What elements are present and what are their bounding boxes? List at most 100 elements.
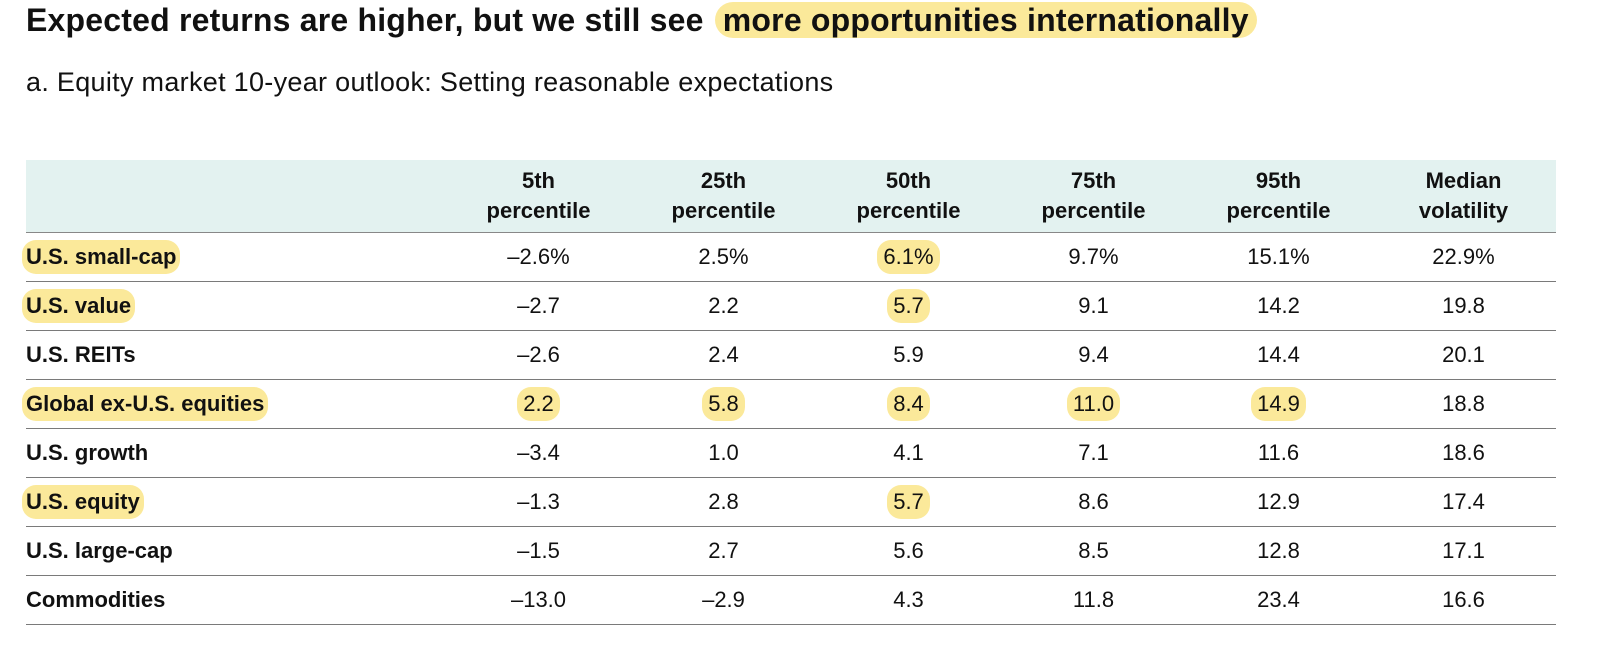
- cell-value: –13.0: [510, 587, 567, 612]
- cell-value: –1.5: [517, 538, 560, 563]
- cell-value: 9.1: [1078, 293, 1109, 318]
- cell-value: 11.0: [1066, 387, 1121, 421]
- table-row: U.S. growth –3.4 1.0 4.1 7.1 11.6 18.6: [26, 428, 1556, 478]
- cell-value: 11.8: [1072, 587, 1115, 612]
- headline-highlight: more opportunities internationally: [714, 2, 1257, 38]
- cell-value: 9.4: [1078, 342, 1109, 367]
- row-label: U.S. equity: [22, 485, 144, 519]
- column-header: Median volatility: [1371, 160, 1556, 233]
- value-cell: 4.3: [816, 575, 1001, 625]
- row-label-cell: U.S. small-cap: [22, 232, 446, 282]
- column-header-line2: percentile: [1041, 198, 1146, 223]
- cell-value: –2.9: [702, 587, 745, 612]
- cell-value: 5.8: [702, 387, 745, 421]
- value-cell: 8.6: [1001, 477, 1186, 527]
- column-header-line2: volatility: [1418, 198, 1509, 223]
- value-cell: 4.1: [816, 428, 1001, 478]
- column-header-line1: Median: [1425, 168, 1502, 193]
- cell-value: 16.6: [1442, 587, 1485, 612]
- value-cell: 5.9: [816, 330, 1001, 380]
- column-header-line1: 50th: [885, 168, 932, 193]
- cell-value: 2.2: [708, 293, 739, 318]
- value-cell: 2.5%: [631, 232, 816, 282]
- cell-value: 2.4: [708, 342, 739, 367]
- value-cell: –2.7: [446, 281, 631, 331]
- value-cell: 2.8: [631, 477, 816, 527]
- cell-value: 9.7%: [1068, 244, 1119, 269]
- value-cell: –1.5: [446, 526, 631, 576]
- value-cell: –2.9: [631, 575, 816, 625]
- row-label: Global ex-U.S. equities: [22, 387, 269, 421]
- cell-value: –2.6: [517, 342, 560, 367]
- cell-value: 5.6: [893, 538, 924, 563]
- row-label: U.S. large-cap: [26, 538, 173, 563]
- column-header-line1: 75th: [1070, 168, 1117, 193]
- headline-prefix: Expected returns are higher, but we stil…: [26, 2, 713, 38]
- value-cell: 11.0: [1001, 379, 1186, 429]
- row-label: U.S. REITs: [26, 342, 136, 367]
- cell-value: 12.8: [1257, 538, 1300, 563]
- value-cell: 12.8: [1186, 526, 1371, 576]
- table-row: U.S. REITs –2.6 2.4 5.9 9.4 14.4 20.1: [26, 330, 1556, 380]
- row-label-cell: U.S. growth: [26, 428, 446, 478]
- table-subtitle: a. Equity market 10-year outlook: Settin…: [26, 67, 834, 97]
- cell-value: 17.4: [1442, 489, 1485, 514]
- table-row: U.S. large-cap –1.5 2.7 5.6 8.5 12.8 17.1: [26, 526, 1556, 576]
- cell-value: 8.4: [887, 387, 930, 421]
- value-cell: 15.1%: [1186, 232, 1371, 282]
- cell-value: 1.0: [708, 440, 739, 465]
- cell-value: 2.7: [708, 538, 739, 563]
- cell-value: 8.5: [1078, 538, 1109, 563]
- value-cell: 5.6: [816, 526, 1001, 576]
- cell-value: 23.4: [1257, 587, 1300, 612]
- value-cell: 5.7: [816, 477, 1001, 527]
- value-cell: 23.4: [1186, 575, 1371, 625]
- value-cell: 18.8: [1371, 379, 1556, 429]
- value-cell: 2.4: [631, 330, 816, 380]
- cell-value: 6.1%: [877, 240, 940, 274]
- cell-value: 14.9: [1251, 387, 1306, 421]
- value-cell: 9.4: [1001, 330, 1186, 380]
- cell-value: 14.4: [1257, 342, 1300, 367]
- column-header-line1: 5th: [522, 168, 555, 193]
- row-label-cell: U.S. REITs: [26, 330, 446, 380]
- cell-value: 4.1: [893, 440, 924, 465]
- cell-value: 22.9%: [1432, 244, 1495, 269]
- row-label: U.S. small-cap: [22, 240, 181, 274]
- value-cell: 17.4: [1371, 477, 1556, 527]
- table-row: U.S. small-cap –2.6% 2.5% 6.1% 9.7% 15.1% 22.9…: [22, 232, 1556, 282]
- cell-value: –1.3: [517, 489, 560, 514]
- value-cell: 6.1%: [816, 232, 1001, 282]
- value-cell: 2.2: [631, 281, 816, 331]
- cell-value: 5.7: [887, 485, 930, 519]
- cell-value: 17.1: [1442, 538, 1485, 563]
- value-cell: 17.1: [1371, 526, 1556, 576]
- column-header-line2: percentile: [671, 198, 776, 223]
- value-cell: 12.9: [1186, 477, 1371, 527]
- row-label: U.S. value: [22, 289, 136, 323]
- cell-value: 18.8: [1442, 391, 1485, 416]
- column-header: 5th percentile: [446, 160, 631, 233]
- row-label-cell: U.S. equity: [22, 477, 446, 527]
- cell-value: 19.8: [1442, 293, 1485, 318]
- cell-value: 20.1: [1442, 342, 1485, 367]
- value-cell: –2.6: [446, 330, 631, 380]
- cell-value: 11.6: [1257, 440, 1300, 465]
- column-header: 95th percentile: [1186, 160, 1371, 233]
- value-cell: 5.8: [631, 379, 816, 429]
- row-label-cell: U.S. large-cap: [26, 526, 446, 576]
- value-cell: 14.2: [1186, 281, 1371, 331]
- value-cell: –13.0: [446, 575, 631, 625]
- table-row: Commodities –13.0 –2.9 4.3 11.8 23.4 16.6: [26, 575, 1556, 625]
- value-cell: 16.6: [1371, 575, 1556, 625]
- cell-value: 2.8: [708, 489, 739, 514]
- value-cell: 11.6: [1186, 428, 1371, 478]
- column-header: 50th percentile: [816, 160, 1001, 233]
- cell-value: 2.2: [517, 387, 560, 421]
- cell-value: 2.5%: [698, 244, 749, 269]
- table-body: U.S. small-cap –2.6% 2.5% 6.1% 9.7% 15.1% 22.9…: [22, 232, 1556, 625]
- row-label: U.S. growth: [26, 440, 149, 465]
- cell-value: 5.9: [893, 342, 924, 367]
- table-header-row: 5th percentile 25th percentile 50th percentil…: [26, 160, 1556, 233]
- value-cell: 20.1: [1371, 330, 1556, 380]
